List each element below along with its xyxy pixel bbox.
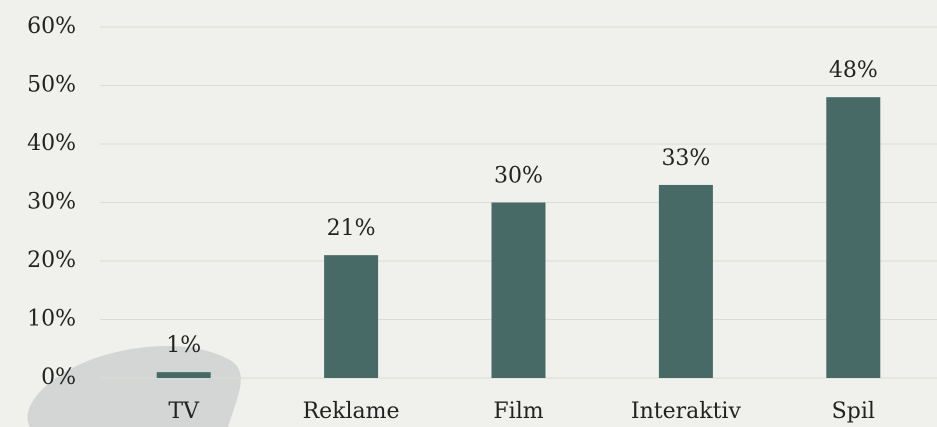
bar <box>658 184 713 378</box>
decorative-shape <box>27 346 241 427</box>
data-label: 33% <box>661 146 710 171</box>
x-tick-label: TV <box>168 399 200 424</box>
x-tick-label: Interaktiv <box>631 399 742 424</box>
data-label: 21% <box>327 216 376 241</box>
data-label: 30% <box>494 164 543 189</box>
y-tick-label: 30% <box>27 190 76 215</box>
y-tick-label: 60% <box>27 14 76 39</box>
bar <box>156 372 211 378</box>
x-tick-label: Film <box>493 399 543 424</box>
x-tick-label: Reklame <box>303 399 400 424</box>
bar <box>826 97 881 378</box>
data-label: 1% <box>166 333 201 358</box>
bar <box>324 255 379 378</box>
y-tick-label: 40% <box>27 131 76 156</box>
y-tick-label: 0% <box>41 365 76 390</box>
y-tick-label: 20% <box>27 248 76 273</box>
y-tick-label: 50% <box>27 73 76 98</box>
x-tick-label: Spil <box>832 399 875 424</box>
bar <box>491 202 546 378</box>
y-tick-label: 10% <box>27 307 76 332</box>
data-label: 48% <box>829 58 878 83</box>
